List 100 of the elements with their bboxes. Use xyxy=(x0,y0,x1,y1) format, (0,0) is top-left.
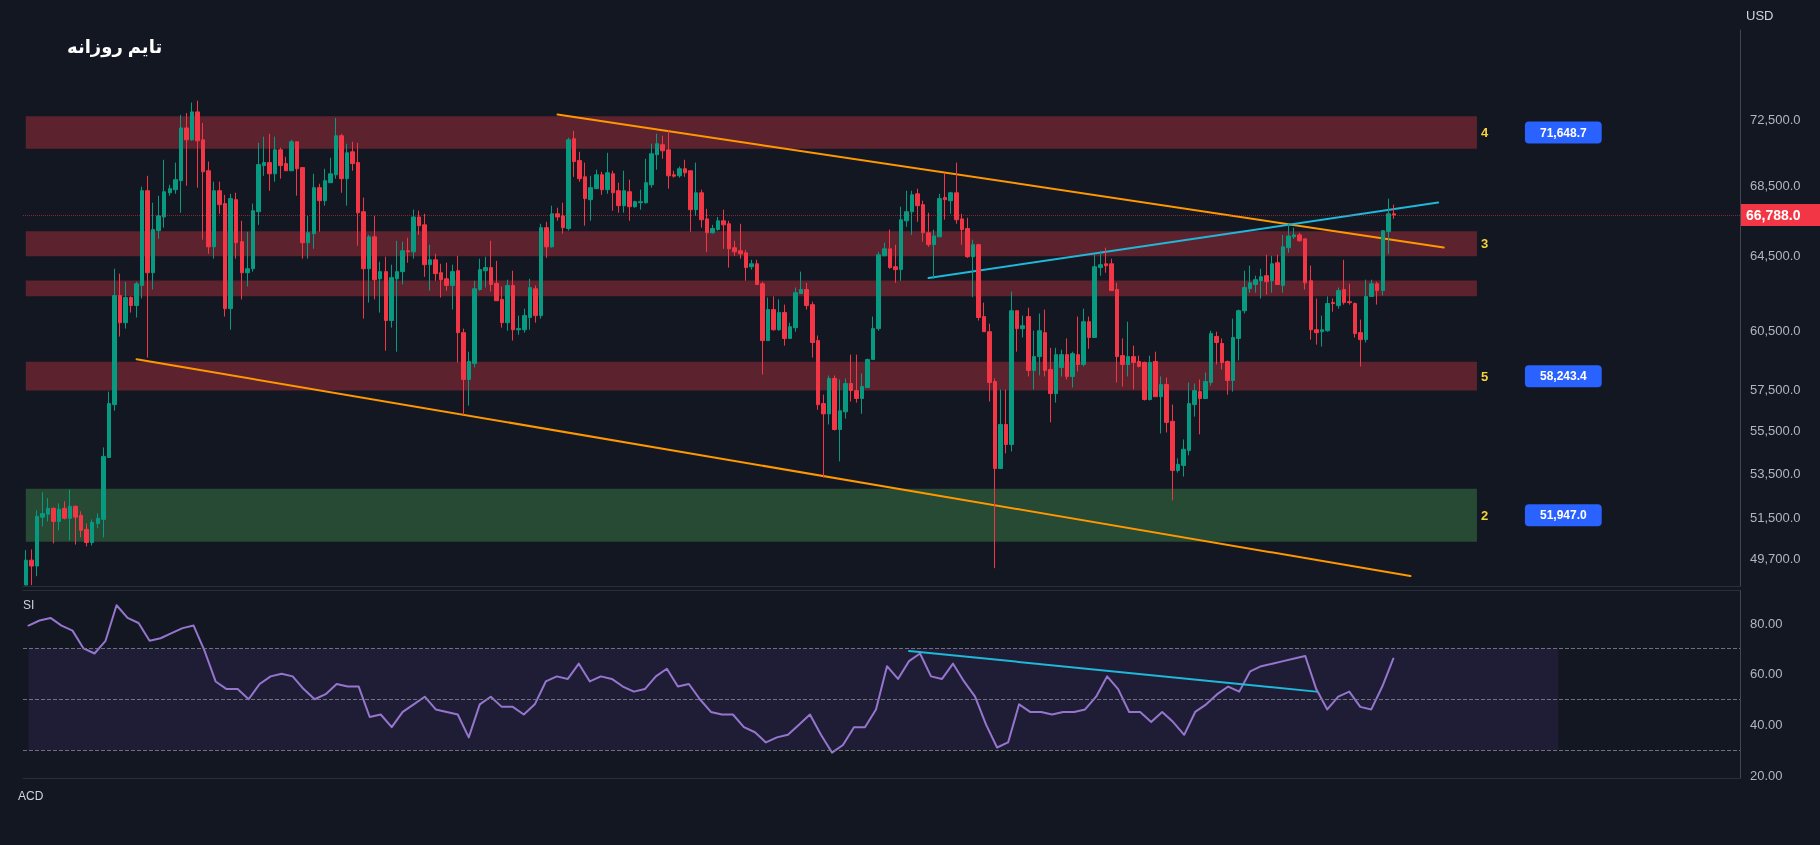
candlestick xyxy=(68,488,72,541)
candlestick xyxy=(228,193,233,331)
candlestick xyxy=(317,183,322,233)
candlestick xyxy=(62,500,67,520)
y-tick-label: 80.00 xyxy=(1750,615,1783,631)
y-tick-label: 60.00 xyxy=(1750,666,1783,682)
candlestick xyxy=(240,220,244,300)
candlestick xyxy=(51,506,56,544)
candlestick xyxy=(1159,375,1163,434)
candlestick xyxy=(511,270,515,342)
candlestick xyxy=(550,205,554,249)
candlestick xyxy=(627,179,632,222)
y-tick-label: 20.00 xyxy=(1750,767,1783,783)
candlestick xyxy=(428,244,432,292)
candlestick xyxy=(345,143,349,207)
y-tick-label: 60,500.0 xyxy=(1750,322,1801,338)
candlestick xyxy=(312,173,316,250)
candlestick xyxy=(372,215,377,300)
annotation: 58,243.4 xyxy=(1539,369,1587,384)
candlestick xyxy=(184,112,189,187)
candlestick xyxy=(273,136,277,183)
candlestick xyxy=(998,389,1003,469)
candlestick xyxy=(1070,351,1075,389)
candlestick xyxy=(190,102,194,142)
band-label: 2 xyxy=(1480,507,1489,523)
candlestick xyxy=(1198,378,1202,435)
candlestick xyxy=(123,281,128,330)
candlestick xyxy=(1081,308,1086,367)
candlestick xyxy=(1009,291,1014,452)
y-tick-label: 40.00 xyxy=(1750,717,1783,733)
candlestick xyxy=(1331,297,1335,313)
ref-line-label: 66,788.0 xyxy=(1746,207,1801,224)
candlestick xyxy=(1065,337,1069,380)
y-tick-label: 55,500.0 xyxy=(1750,423,1801,439)
candlestick xyxy=(367,234,371,304)
candlestick xyxy=(1076,316,1080,372)
band-label: 3 xyxy=(1480,236,1489,252)
candlestick xyxy=(289,139,294,172)
candlestick xyxy=(450,264,455,311)
candlestick xyxy=(544,221,549,259)
candlestick xyxy=(1392,204,1396,220)
candlestick xyxy=(90,518,94,546)
candlestick xyxy=(411,209,416,260)
y-tick-label: 51,500.0 xyxy=(1750,510,1801,526)
candlestick xyxy=(378,261,382,314)
candlestick xyxy=(539,223,543,320)
candlestick xyxy=(57,502,61,531)
candlestick xyxy=(1126,321,1130,377)
candlestick xyxy=(677,166,682,179)
candlestick xyxy=(948,191,953,215)
band-label: 5 xyxy=(1480,368,1489,384)
text: SI xyxy=(23,598,35,612)
y-axis-title: USD xyxy=(1746,8,1774,23)
candlestick xyxy=(533,284,538,324)
band-label: 4 xyxy=(1480,125,1489,141)
candlestick xyxy=(406,237,410,264)
candlestick xyxy=(384,256,388,352)
candlestick xyxy=(1214,331,1219,366)
candlestick xyxy=(1087,316,1091,350)
candlestick xyxy=(1375,281,1379,306)
candlestick xyxy=(1270,255,1274,294)
candlestick xyxy=(1153,351,1158,398)
y-tick-label: 53,500.0 xyxy=(1750,465,1801,481)
candlestick xyxy=(766,297,770,342)
candlestick xyxy=(1020,315,1025,338)
candlestick xyxy=(1264,254,1269,296)
candlestick xyxy=(1148,355,1152,402)
candlestick xyxy=(267,133,272,192)
y-tick-label: 72,500.0 xyxy=(1750,112,1801,128)
candlestick xyxy=(832,374,837,432)
candlestick xyxy=(145,175,150,359)
candlestick xyxy=(129,295,133,314)
candlestick xyxy=(339,133,344,194)
y-tick-label: 64,500.0 xyxy=(1750,248,1801,264)
y-tick-label: 57,500.0 xyxy=(1750,381,1801,397)
candlestick xyxy=(118,273,122,338)
candlestick xyxy=(943,172,947,221)
candlestick xyxy=(1015,310,1019,353)
candlestick xyxy=(827,374,831,425)
candlestick xyxy=(306,215,310,260)
annotation: 51,947.0 xyxy=(1539,508,1587,523)
y-tick-label: 49,700.0 xyxy=(1750,551,1801,567)
candlestick xyxy=(24,549,28,586)
y-tick-label: 68,500.0 xyxy=(1750,178,1801,194)
candlestick xyxy=(566,137,571,232)
candlestick xyxy=(782,304,787,347)
candlestick xyxy=(771,295,776,332)
candlestick xyxy=(1004,389,1008,454)
candlestick xyxy=(234,192,238,260)
candlestick xyxy=(29,548,34,586)
candlestick xyxy=(694,162,698,217)
candlestick xyxy=(622,170,626,214)
annotation: 71,648.7 xyxy=(1539,125,1587,140)
text: ACD xyxy=(18,789,44,803)
candlestick xyxy=(605,152,610,195)
candlestick xyxy=(1336,286,1341,310)
candlestick xyxy=(505,279,510,332)
candlestick xyxy=(1026,307,1031,377)
candlestick xyxy=(749,259,754,271)
candlestick xyxy=(971,239,975,298)
